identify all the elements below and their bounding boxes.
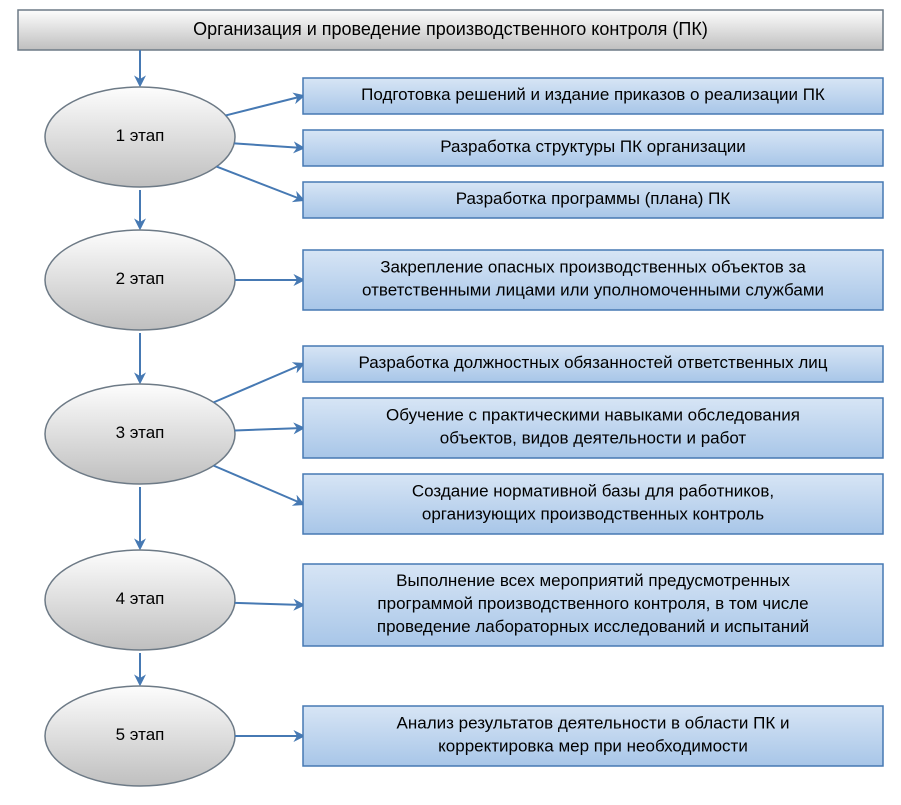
arrow xyxy=(214,466,303,504)
arrow xyxy=(234,143,303,148)
arrow xyxy=(214,364,303,402)
flowchart-diagram: Организация и проведение производственно… xyxy=(0,0,901,805)
detail-text: Разработка должностных обязанностей отве… xyxy=(358,353,827,372)
arrow xyxy=(217,167,303,200)
detail-text: Разработка программы (плана) ПК xyxy=(456,189,731,208)
stage-label: 4 этап xyxy=(116,589,165,608)
arrow xyxy=(235,428,303,431)
stage-label: 3 этап xyxy=(116,423,165,442)
stage-label: 5 этап xyxy=(116,725,165,744)
header-text: Организация и проведение производственно… xyxy=(193,19,708,39)
detail-text: Выполнение всех мероприятий предусмотрен… xyxy=(377,572,809,637)
detail-text: Разработка структуры ПК организации xyxy=(440,137,746,156)
arrow xyxy=(226,96,303,115)
arrow xyxy=(235,603,303,605)
stage-label: 2 этап xyxy=(116,269,165,288)
detail-text: Подготовка решений и издание приказов о … xyxy=(361,85,825,104)
stage-label: 1 этап xyxy=(116,126,165,145)
